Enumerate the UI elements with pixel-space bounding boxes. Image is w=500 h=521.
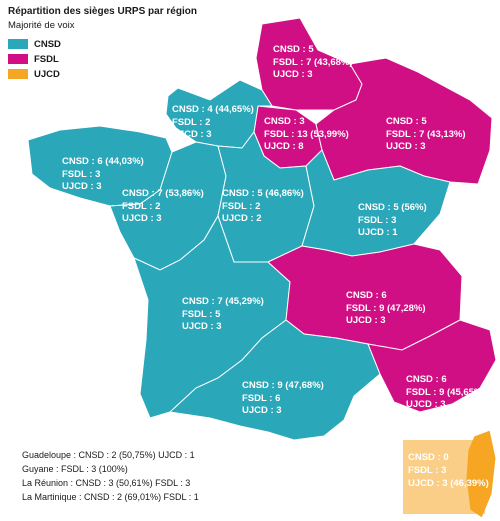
label-line: CNSD : 5 (46,86%) [222,188,304,199]
legend-label-fsdl: FSDL [34,53,59,65]
legend-swatch-cnsd [8,39,28,49]
label-line: FSDL : 5 [182,308,221,320]
region-label-paca: CNSD : 6 FSDL : 9 (45,65%) UJCD : 3 [406,374,486,412]
label-line: UJCD : 3 [122,213,162,224]
label-line: FSDL : 7 (43,13%) [386,128,466,140]
region-paca [367,319,497,413]
label-line: FSDL : 7 (43,68%) [273,56,353,68]
legend-label-cnsd: CNSD [34,38,61,50]
region-label-bourgogne-franche-comte: CNSD : 5 (56%) FSDL : 3 UJCD : 1 [358,202,427,240]
legend-title: Répartition des sièges URPS par région [8,6,197,17]
overseas-la-reunion: La Réunion : CNSD : 3 (50,61%) FSDL : 3 [22,478,191,488]
region-occitanie [168,319,381,441]
legend-item-fsdl: FSDL [8,53,59,65]
region-label-centre-val-de-loire: CNSD : 5 (46,86%) FSDL : 2 UJCD : 2 [222,188,304,226]
overseas-guyane: Guyane : FSDL : 3 (100%) [22,464,128,474]
label-line: FSDL : 6 [242,392,281,404]
label-line: CNSD : 6 [406,374,447,385]
region-label-pays-de-la-loire: CNSD : 7 (53,86%) FSDL : 2 UJCD : 3 [122,188,204,226]
label-line: UJCD : 3 [242,405,282,416]
label-line: CNSD : 7 (45,29%) [182,296,264,307]
legend-label-ujcd: UJCD [34,68,60,80]
legend-swatch-ujcd [8,69,28,79]
label-line: FSDL : 2 [122,200,161,212]
label-line: CNSD : 5 [386,116,427,127]
label-line: UJCD : 3 [273,69,313,80]
label-line: FSDL : 3 [358,214,397,226]
region-label-auvergne-rhone-alpes: CNSD : 6 FSDL : 9 (47,28%) UJCD : 3 [346,290,426,328]
region-label-nouvelle-aquitaine: CNSD : 7 (45,29%) FSDL : 5 UJCD : 3 [182,296,264,334]
label-line: UJCD : 3 [172,129,212,140]
region-label-corse: CNSD : 0 FSDL : 3 UJCD : 3 (46,39%) [408,451,489,490]
label-line: UJCD : 3 (46,39%) [408,478,489,489]
label-line: CNSD : 9 (47,68%) [242,380,324,391]
label-line: FSDL : 2 [222,200,261,212]
region-label-bretagne: CNSD : 6 (44,03%) FSDL : 3 UJCD : 3 [62,156,144,194]
label-line: FSDL : 9 (47,28%) [346,302,426,314]
label-line: CNSD : 0 [408,452,449,463]
region-label-grand-est: CNSD : 5 FSDL : 7 (43,13%) UJCD : 3 [386,116,466,154]
label-line: UJCD : 3 [406,399,446,410]
label-line: FSDL : 3 [408,465,447,476]
label-line: CNSD : 3 [264,116,305,127]
label-line: CNSD : 5 [273,44,314,55]
overseas-la-martinique: La Martinique : CNSD : 2 (69,01%) FSDL :… [22,492,199,502]
legend-subtitle: Majorité de voix [8,20,75,31]
label-line: FSDL : 9 (45,65%) [406,386,486,398]
legend-item-cnsd: CNSD [8,38,61,50]
label-line: UJCD : 3 [346,315,386,326]
label-line: FSDL : 13 (53,99%) [264,128,349,140]
region-label-normandie: CNSD : 4 (44,65%) FSDL : 2 UJCD : 3 [172,104,254,142]
label-line: FSDL : 2 [172,116,211,128]
region-normandie [165,79,273,149]
label-line: CNSD : 6 (44,03%) [62,156,144,167]
label-line: UJCD : 3 [386,141,426,152]
label-line: UJCD : 3 [182,321,222,332]
region-label-ile-de-france: CNSD : 3 FSDL : 13 (53,99%) UJCD : 8 [264,116,349,154]
label-line: UJCD : 1 [358,227,398,238]
label-line: UJCD : 8 [264,141,304,152]
label-line: UJCD : 2 [222,213,262,224]
region-label-occitanie: CNSD : 9 (47,68%) FSDL : 6 UJCD : 3 [242,380,324,418]
legend-item-ujcd: UJCD [8,68,60,80]
label-line: UJCD : 3 [62,181,102,192]
corsica-label-box [403,440,485,514]
label-line: FSDL : 3 [62,168,101,180]
label-line: CNSD : 5 (56%) [358,202,427,213]
overseas-guadeloupe: Guadeloupe : CNSD : 2 (50,75%) UJCD : 1 [22,450,195,460]
region-label-hauts-de-france: CNSD : 5 FSDL : 7 (43,68%) UJCD : 3 [273,44,353,82]
label-line: CNSD : 7 (53,86%) [122,188,204,199]
label-line: CNSD : 4 (44,65%) [172,104,254,115]
label-line: CNSD : 6 [346,290,387,301]
overseas-territories: Guadeloupe : CNSD : 2 (50,75%) UJCD : 1 … [22,448,199,504]
legend-swatch-fsdl [8,54,28,64]
